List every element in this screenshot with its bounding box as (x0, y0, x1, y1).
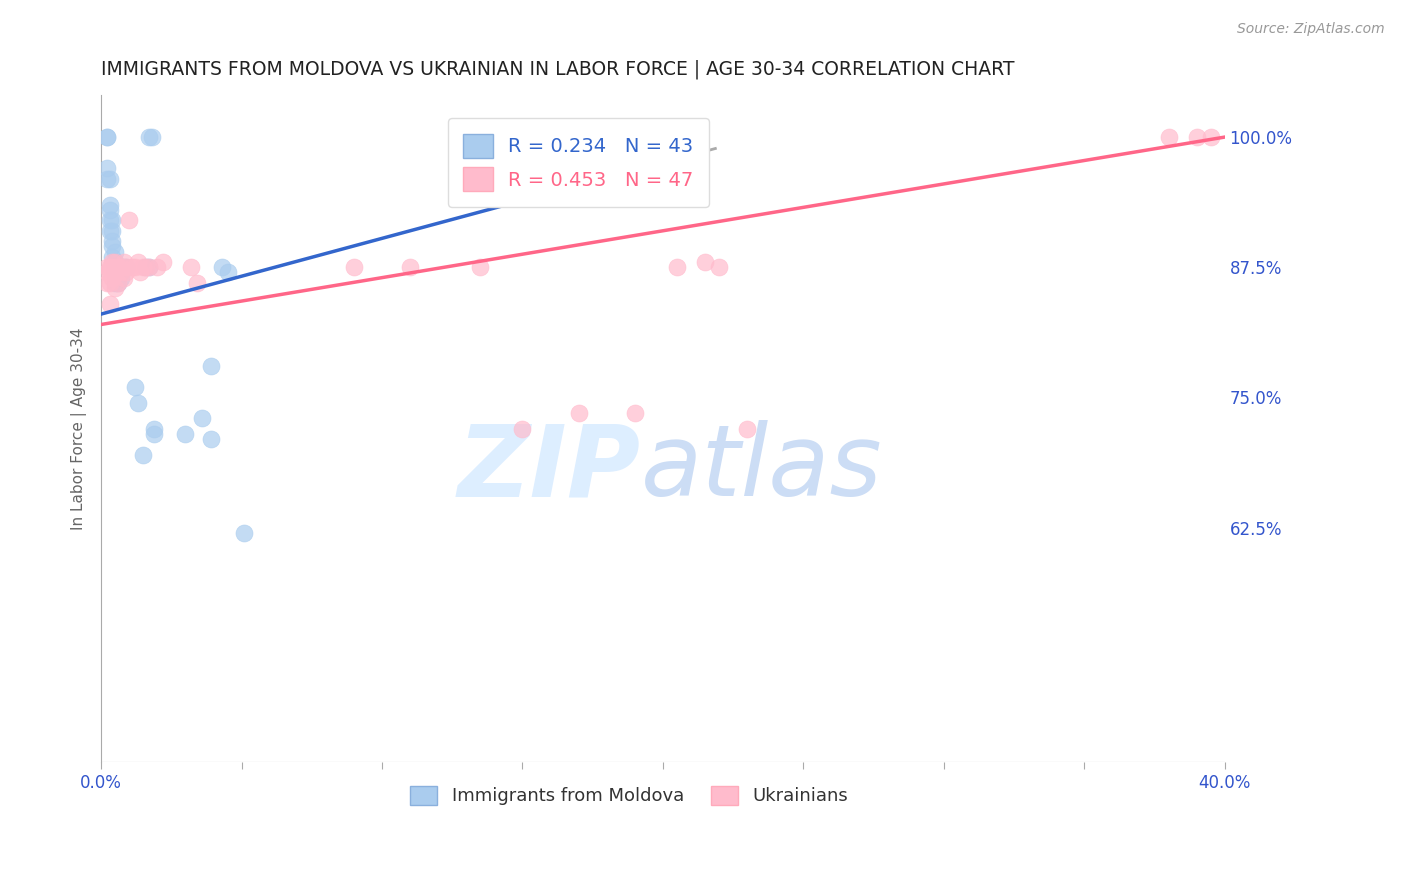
Point (129, 265, 152, 279)
Point (112, 260, 135, 275)
Point (1199, 130, 1222, 145)
Point (101, 260, 124, 275)
Point (200, 359, 222, 373)
Point (104, 255, 127, 269)
Text: Source: ZipAtlas.com: Source: ZipAtlas.com (1237, 22, 1385, 37)
Point (104, 244, 127, 259)
Point (112, 270, 135, 285)
Point (101, 239, 124, 253)
Point (180, 260, 202, 275)
Point (141, 130, 163, 145)
Point (104, 255, 127, 269)
Text: atlas: atlas (641, 420, 882, 517)
Point (132, 448, 155, 462)
Point (98, 224, 121, 238)
Point (138, 260, 160, 275)
Point (568, 406, 591, 420)
Point (107, 260, 129, 275)
Point (98, 296, 121, 310)
Point (98, 213, 121, 227)
Point (512, 421, 534, 435)
Point (110, 260, 132, 275)
Point (107, 265, 129, 279)
Point (101, 250, 124, 264)
Point (399, 260, 422, 275)
Point (98, 260, 121, 275)
Point (1157, 130, 1180, 145)
Point (124, 380, 146, 394)
Text: IMMIGRANTS FROM MOLDOVA VS UKRAINIAN IN LABOR FORCE | AGE 30-34 CORRELATION CHAR: IMMIGRANTS FROM MOLDOVA VS UKRAINIAN IN … (101, 60, 1015, 79)
Point (115, 260, 138, 275)
Point (200, 432, 222, 446)
Point (107, 276, 129, 290)
Point (138, 130, 160, 145)
Point (107, 276, 129, 290)
Point (101, 234, 124, 248)
Point (135, 260, 157, 275)
Point (146, 260, 169, 275)
Point (104, 260, 127, 275)
Point (115, 265, 138, 279)
Point (152, 255, 174, 269)
Point (132, 260, 155, 275)
Point (191, 411, 214, 425)
Point (735, 421, 758, 435)
Point (101, 224, 124, 238)
Point (124, 260, 146, 275)
Point (127, 395, 149, 409)
Point (96, 130, 118, 145)
Point (96, 130, 118, 145)
Point (96, 171, 118, 186)
Point (104, 265, 127, 279)
Point (98, 265, 121, 279)
Point (104, 260, 127, 275)
Point (101, 270, 124, 285)
Point (98, 171, 121, 186)
Point (217, 265, 239, 279)
Point (107, 260, 129, 275)
Point (98, 198, 121, 212)
Point (470, 260, 492, 275)
Point (115, 260, 138, 275)
Point (96, 276, 118, 290)
Point (112, 255, 135, 269)
Point (101, 255, 124, 269)
Point (104, 265, 127, 279)
Point (110, 270, 132, 285)
Point (343, 260, 366, 275)
Point (121, 260, 143, 275)
Point (135, 260, 157, 275)
Point (118, 213, 141, 227)
Point (186, 276, 208, 290)
Point (143, 421, 166, 435)
Point (624, 406, 647, 420)
Point (143, 426, 166, 441)
Point (104, 281, 127, 295)
Point (96, 265, 118, 279)
Y-axis label: In Labor Force | Age 30-34: In Labor Force | Age 30-34 (72, 327, 87, 530)
Point (110, 265, 132, 279)
Point (101, 213, 124, 227)
Point (127, 255, 149, 269)
Point (110, 260, 132, 275)
Point (665, 260, 688, 275)
Point (1185, 130, 1208, 145)
Legend: Immigrants from Moldova, Ukrainians: Immigrants from Moldova, Ukrainians (404, 779, 855, 813)
Point (98, 276, 121, 290)
Point (233, 525, 256, 540)
Point (174, 426, 197, 441)
Point (707, 260, 730, 275)
Point (96, 161, 118, 176)
Point (96, 260, 118, 275)
Text: ZIP: ZIP (457, 420, 641, 517)
Point (138, 260, 160, 275)
Point (104, 276, 127, 290)
Point (693, 255, 716, 269)
Point (110, 265, 132, 279)
Point (211, 260, 233, 275)
Point (98, 202, 121, 217)
